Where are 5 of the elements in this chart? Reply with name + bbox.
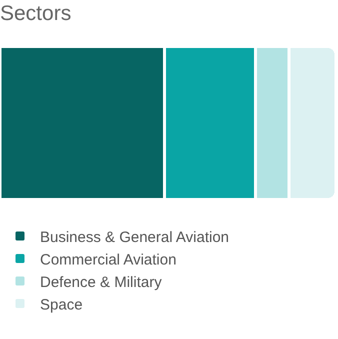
chart-title: Sectors	[0, 2, 72, 25]
legend-label: Commercial Aviation	[40, 251, 176, 268]
legend-label: Business & General Aviation	[40, 228, 230, 246]
legend-label: Space	[40, 296, 83, 314]
legend-label: Defence & Military	[40, 274, 162, 291]
